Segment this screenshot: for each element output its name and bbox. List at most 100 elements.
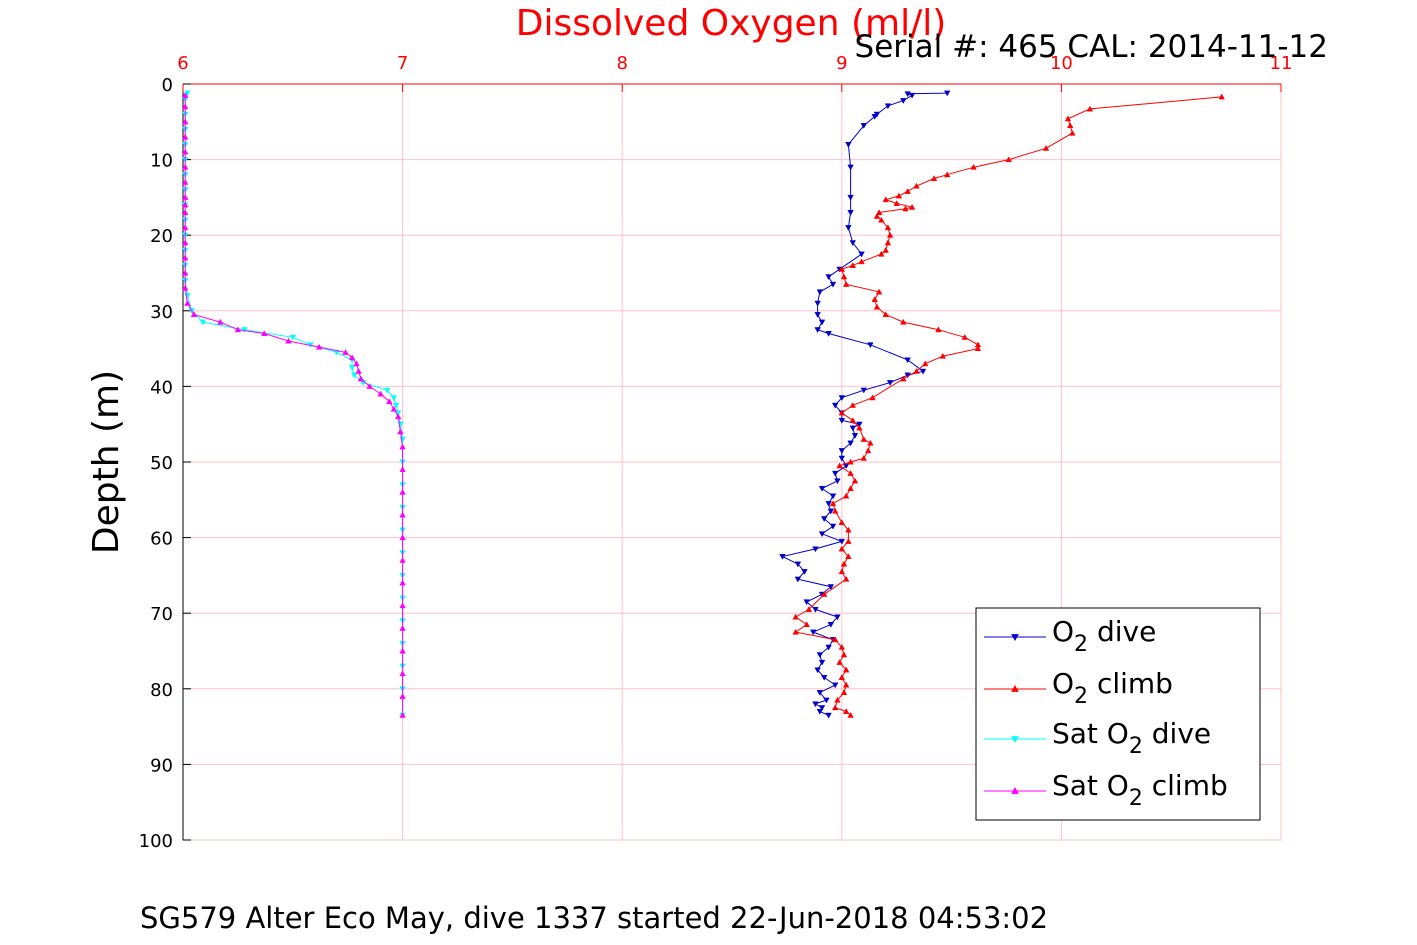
- data-point: [285, 337, 292, 344]
- data-point: [181, 118, 189, 125]
- data-point: [814, 300, 821, 307]
- data-point: [845, 526, 852, 533]
- data-point: [970, 163, 977, 170]
- data-point: [847, 458, 854, 465]
- data-point: [1069, 129, 1076, 136]
- data-point: [930, 175, 938, 181]
- data-point: [847, 164, 854, 171]
- data-point: [803, 599, 810, 606]
- data-point: [875, 209, 883, 216]
- data-point: [847, 470, 854, 476]
- data-point: [842, 575, 850, 582]
- data-point: [842, 681, 850, 688]
- y-tick-label: 30: [150, 302, 173, 323]
- data-point: [827, 508, 835, 515]
- data-point: [895, 192, 903, 199]
- data-point: [812, 701, 819, 708]
- data-point: [849, 401, 857, 408]
- data-point: [818, 485, 826, 492]
- x-tick-label: 7: [397, 53, 408, 74]
- data-point: [377, 390, 384, 397]
- legend-entry: Sat O2 climb: [984, 769, 1228, 811]
- data-point: [860, 387, 867, 394]
- data-point: [816, 690, 824, 696]
- data-point: [805, 606, 813, 612]
- data-point: [390, 395, 398, 402]
- data-point: [834, 696, 841, 703]
- legend-label: Sat O2 climb: [1052, 769, 1228, 811]
- data-point: [342, 349, 349, 355]
- legend-box: [975, 607, 1261, 821]
- x-tick-label: 6: [177, 53, 188, 74]
- data-point: [838, 265, 846, 272]
- data-point: [816, 289, 824, 296]
- legend-swatch-marker: [1011, 634, 1019, 642]
- data-point: [399, 670, 406, 677]
- data-point: [397, 428, 404, 435]
- data-point: [858, 251, 865, 258]
- data-point: [821, 590, 828, 597]
- data-point: [882, 311, 889, 318]
- data-point: [847, 711, 854, 718]
- data-point: [869, 394, 876, 401]
- data-point: [399, 511, 406, 518]
- series-line: [184, 95, 404, 716]
- data-point: [825, 274, 832, 281]
- y-tick-label: 100: [139, 831, 173, 852]
- data-point: [838, 674, 846, 680]
- data-point: [829, 281, 837, 288]
- legend: O2 dive O2 climb Sat O2 dive Sat O2 climb: [975, 607, 1261, 821]
- data-point: [849, 262, 857, 268]
- legend-entry: O2 climb: [984, 667, 1173, 709]
- data-point: [842, 666, 850, 673]
- data-point: [818, 705, 826, 712]
- data-point: [181, 209, 189, 216]
- data-point: [825, 712, 832, 719]
- data-point: [871, 114, 878, 120]
- data-point: [181, 133, 189, 140]
- legend-swatch-marker: [1011, 684, 1019, 692]
- data-point: [873, 212, 881, 219]
- data-point: [810, 629, 817, 636]
- data-point: [886, 380, 894, 386]
- data-point: [399, 556, 406, 563]
- data-point: [399, 711, 406, 718]
- data-point: [392, 402, 400, 409]
- data-point: [399, 602, 406, 609]
- y-tick-label: 70: [150, 604, 173, 625]
- data-point: [840, 560, 848, 567]
- series-o2-climb: [792, 93, 1225, 718]
- data-point: [867, 342, 874, 349]
- data-point: [1066, 122, 1074, 129]
- data-point: [847, 440, 854, 447]
- data-point: [858, 258, 865, 265]
- data-point: [849, 425, 857, 432]
- data-point: [794, 561, 802, 568]
- y-tick-labels: 0 10 20 30 40 50 60 70 80 90 100: [139, 75, 173, 852]
- data-point: [812, 546, 819, 553]
- data-point: [900, 98, 907, 104]
- data-point: [234, 326, 242, 333]
- y-axis-label: Depth (m): [86, 370, 127, 554]
- data-point: [816, 652, 824, 659]
- x-tick-label: 10: [1050, 53, 1073, 74]
- x-tick-label: 8: [616, 53, 627, 74]
- data-point: [845, 141, 852, 148]
- data-point: [902, 205, 909, 212]
- grid: [182, 83, 1282, 841]
- data-point: [838, 395, 846, 402]
- data-point: [823, 697, 830, 704]
- data-point: [351, 372, 358, 379]
- data-point: [217, 318, 224, 325]
- data-point: [943, 90, 951, 97]
- chart-subtitle: Serial #: 465 CAL: 2014-11-12: [855, 29, 1328, 65]
- data-point: [904, 357, 911, 364]
- data-point: [399, 625, 406, 631]
- data-point: [181, 254, 189, 261]
- data-point: [1218, 93, 1225, 100]
- data-point: [831, 507, 839, 514]
- data-point: [900, 375, 907, 382]
- data-point: [878, 216, 885, 223]
- x-tick-label: 9: [836, 53, 847, 74]
